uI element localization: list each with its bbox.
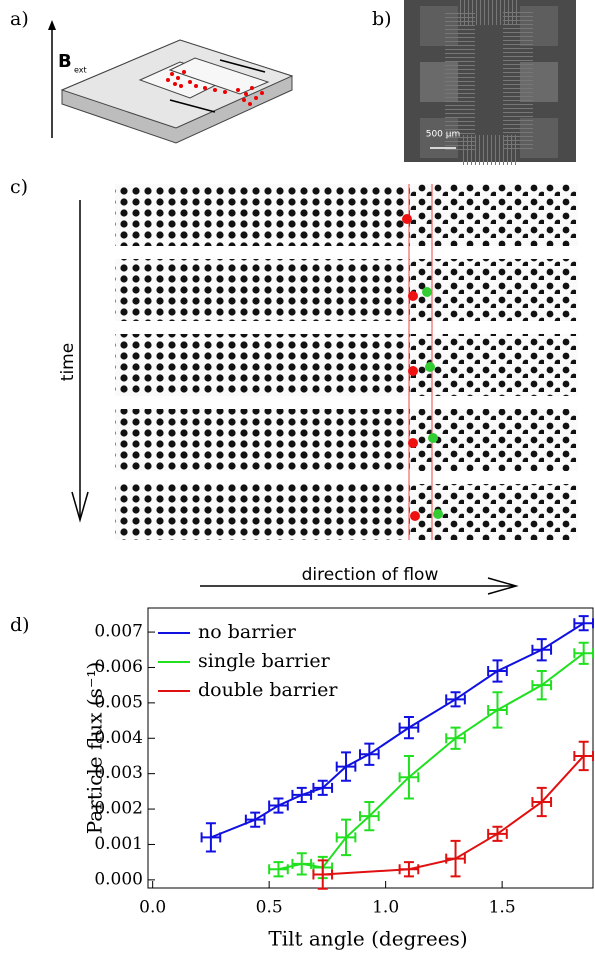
y-tick-label: 0.005 [94, 692, 143, 712]
x-error-bar [573, 750, 594, 761]
x-error-bar [359, 749, 380, 760]
x-error-bar [487, 666, 508, 677]
x-error-bar [312, 782, 334, 793]
panel-label: a) [10, 8, 29, 30]
panel-label: d) [10, 614, 30, 636]
x-error-bar [445, 733, 466, 744]
x-error-bar [398, 722, 420, 733]
x-error-bar [291, 858, 313, 869]
x-error-bar [573, 618, 594, 629]
sem-image [404, 0, 576, 165]
scale-bar-label: 500 µm [426, 130, 461, 140]
plot-frame [147, 607, 594, 889]
y-tick-label: 0.006 [94, 657, 143, 677]
x-error-bar [531, 644, 553, 655]
x-error-bar [335, 761, 357, 772]
x-tick-label: 0.5 [256, 898, 283, 918]
x-error-bar [291, 789, 313, 800]
x-axis-title: Tilt angle (degrees) [268, 927, 467, 951]
x-error-bar [398, 864, 420, 875]
x-error-bar [398, 772, 420, 783]
time-label: time [58, 343, 78, 381]
panel-label: b) [372, 8, 392, 30]
x-error-bar [445, 694, 466, 705]
x-error-bar [531, 796, 553, 807]
y-tick-label: 0.001 [94, 834, 143, 854]
x-error-bar [487, 704, 508, 715]
x-error-bar [268, 800, 289, 811]
y-tick-label: 0.000 [94, 869, 143, 889]
x-error-bar [573, 648, 594, 659]
x-error-bar [335, 832, 357, 843]
y-tick-label: 0.007 [94, 622, 143, 642]
flow-label: direction of flow [302, 565, 439, 585]
legend-label: single barrier [198, 650, 331, 672]
field-subscript: ext [74, 66, 87, 75]
device-sketch [48, 20, 294, 144]
x-tick-label: 1.5 [489, 898, 516, 918]
snapshots [71, 184, 578, 595]
x-error-bar [445, 853, 466, 864]
y-tick-label: 0.002 [94, 799, 143, 819]
legend-label: double barrier [198, 679, 338, 701]
data-line [322, 755, 585, 876]
x-error-bar [244, 814, 266, 825]
x-error-bar [200, 832, 222, 843]
x-tick-label: 0.0 [139, 898, 166, 918]
y-tick-label: 0.004 [94, 728, 143, 748]
x-error-bar [268, 864, 289, 875]
x-error-bar [359, 811, 380, 822]
data-line [210, 622, 585, 839]
data-line [278, 652, 585, 871]
field-label: B [58, 51, 72, 72]
legend-label: no barrier [198, 621, 297, 643]
panel-label: c) [10, 176, 28, 198]
x-error-bar [531, 680, 553, 691]
y-tick-label: 0.003 [94, 763, 143, 783]
x-error-bar [312, 869, 334, 880]
y-axis-title: Particle flux (s⁻¹) [83, 662, 107, 835]
x-error-bar [487, 828, 508, 839]
x-tick-label: 1.0 [372, 898, 399, 918]
